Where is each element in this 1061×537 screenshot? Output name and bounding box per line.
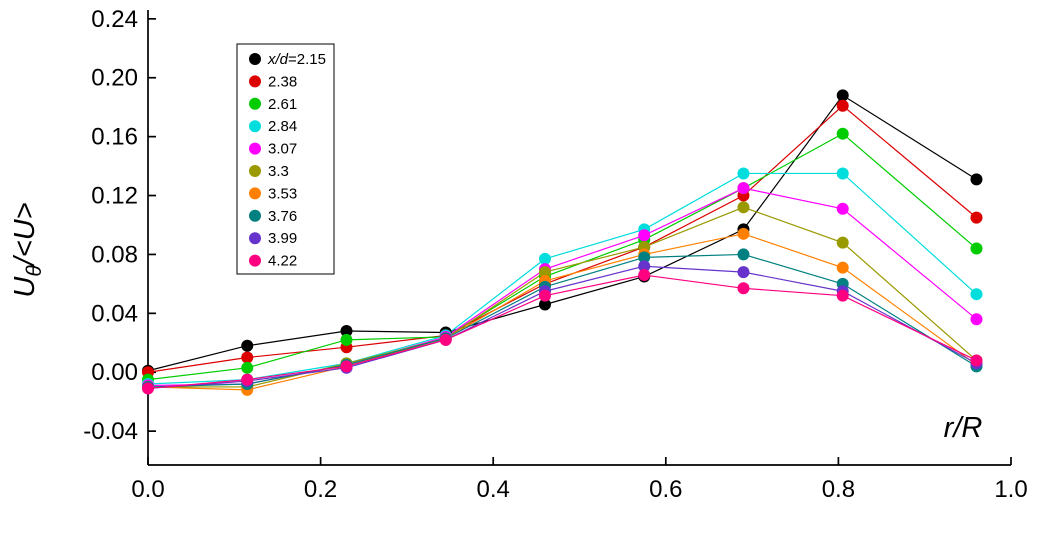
data-point: [970, 211, 983, 224]
series-line: [147, 274, 977, 390]
data-point: [737, 201, 750, 214]
data-point: [836, 127, 849, 140]
data-point: [836, 202, 849, 215]
legend-marker: [249, 120, 261, 133]
y-tick-label: 0.20: [91, 65, 138, 92]
legend-label: 3.99: [268, 230, 297, 247]
data-point: [241, 373, 254, 386]
x-axis: 0.0 0.2 0.4 0.6 0.8 1.0 r/R: [131, 412, 1027, 503]
legend-marker: [249, 187, 261, 200]
y-tick-label: 0.08: [91, 241, 138, 268]
data-point: [638, 269, 651, 282]
series-markers: [142, 89, 983, 396]
x-tick-label: 0.6: [649, 476, 682, 503]
y-tick-label: 0.24: [91, 6, 138, 33]
data-point: [340, 325, 353, 338]
legend-label: 3.76: [268, 208, 297, 225]
legend-marker: [249, 232, 261, 245]
legend: x/d=2.15 2.38 2.61 2.84 3.07 3.3 3.53 3.76 3.99 4…: [236, 43, 335, 275]
data-point: [241, 351, 254, 364]
x-tick-label: 0.4: [477, 476, 510, 503]
data-point: [340, 360, 353, 373]
data-point: [737, 248, 750, 261]
data-point: [638, 229, 651, 242]
data-point: [836, 261, 849, 274]
data-point: [836, 167, 849, 180]
x-tick-label: 1.0: [994, 476, 1027, 503]
y-tick-label: 0.16: [91, 124, 138, 151]
data-point: [241, 339, 254, 352]
legend-marker: [249, 165, 261, 177]
x-tick-label: 0.2: [304, 476, 337, 503]
data-point: [836, 289, 849, 302]
data-point: [538, 252, 551, 265]
data-point: [340, 333, 353, 346]
data-point: [836, 99, 849, 112]
data-point: [638, 260, 651, 273]
data-point: [737, 182, 750, 195]
legend-marker: [249, 254, 261, 267]
legend-label: 3.3: [268, 163, 289, 180]
data-point: [970, 354, 983, 367]
legend-label: 3.53: [268, 185, 297, 202]
legend-label: 3.07: [268, 141, 297, 158]
data-point: [439, 333, 452, 346]
legend-marker: [249, 142, 261, 155]
legend-marker: [249, 97, 261, 110]
data-point: [142, 382, 154, 395]
y-axis: -0.04 0.00 0.04 0.08 0.12 0.16 0.20 0.24 Uθ/<U>: [9, 6, 156, 465]
legend-label: 2.84: [268, 118, 297, 135]
legend-label: x/d=2.15: [267, 51, 326, 68]
data-point: [737, 282, 750, 295]
data-point: [538, 298, 551, 311]
data-point: [836, 89, 849, 102]
data-point: [737, 266, 750, 279]
y-tick-label: 0.12: [91, 183, 138, 210]
data-point: [241, 361, 254, 374]
data-point: [970, 313, 983, 326]
x-axis-label: r/R: [944, 412, 983, 444]
series-line: [147, 265, 977, 390]
y-axis-label: Uθ/<U>: [9, 202, 46, 297]
legend-marker: [249, 75, 261, 88]
data-point: [836, 236, 849, 249]
data-point: [538, 289, 551, 302]
legend-label: 2.38: [268, 73, 297, 90]
data-point: [737, 227, 750, 240]
legend-label: 2.61: [268, 96, 297, 113]
data-point: [638, 251, 651, 264]
data-point: [970, 288, 983, 301]
data-point: [737, 167, 750, 180]
data-point: [970, 242, 983, 255]
y-tick-label: 0.00: [91, 359, 138, 386]
y-tick-label: -0.04: [83, 418, 138, 445]
data-point: [538, 266, 551, 279]
legend-marker: [249, 53, 261, 65]
y-tick-label: 0.04: [91, 300, 138, 327]
legend-label: 4.22: [268, 253, 297, 270]
x-tick-label: 0.0: [131, 476, 164, 503]
x-tick-label: 0.8: [822, 476, 855, 503]
data-point: [970, 173, 983, 186]
legend-marker: [249, 209, 261, 222]
